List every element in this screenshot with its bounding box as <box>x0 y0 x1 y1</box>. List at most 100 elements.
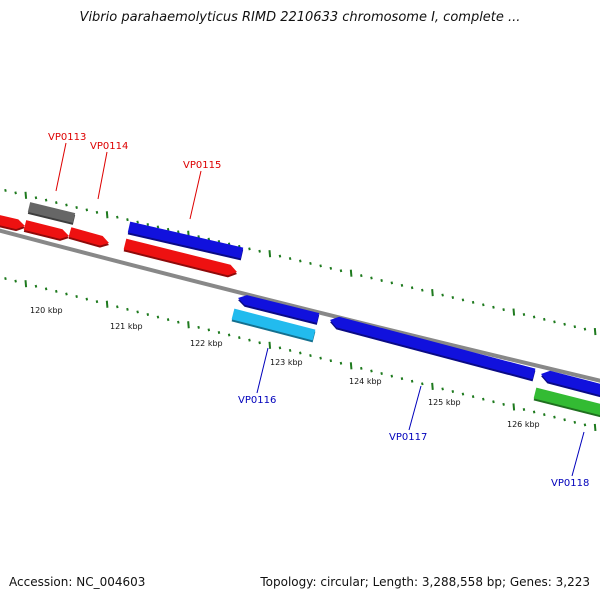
leader-line-vp0115 <box>189 170 202 220</box>
tick-minor <box>75 295 78 299</box>
tick-major <box>349 362 353 370</box>
tick-minor <box>126 218 129 222</box>
feature-cyan-vp0116-body <box>231 308 316 341</box>
tick-minor <box>329 266 333 270</box>
tick-minor <box>461 392 465 396</box>
feature-red-3[interactable] <box>68 227 109 248</box>
tick-minor <box>573 420 577 424</box>
tick-minor <box>177 230 180 234</box>
tick-minor <box>44 198 48 202</box>
gene-label-vp0113[interactable]: VP0113 <box>48 132 86 143</box>
tick-minor <box>319 356 322 360</box>
tick-major <box>431 382 434 390</box>
tick-minor <box>553 320 556 324</box>
kbp-label: 124 kbp <box>349 377 382 386</box>
feature-blue-vp0115-body <box>127 221 244 259</box>
tick-minor <box>329 359 333 363</box>
tick-minor <box>4 188 7 192</box>
tick-minor <box>370 369 373 373</box>
tick-minor <box>319 264 322 268</box>
feature-red-3-body <box>68 227 109 246</box>
tick-track-lower <box>4 277 597 432</box>
tick-minor <box>543 317 546 321</box>
tick-minor <box>421 288 424 292</box>
tick-minor <box>522 407 526 411</box>
tick-minor <box>146 223 150 226</box>
tick-minor <box>461 298 465 302</box>
tick-minor <box>309 261 312 265</box>
gene-label-vp0118[interactable]: VP0118 <box>551 478 589 489</box>
feature-blue-vp0117[interactable] <box>330 316 536 382</box>
gene-label-vp0115[interactable]: VP0115 <box>183 160 221 171</box>
feature-blue-vp0115[interactable] <box>127 221 244 261</box>
tick-minor <box>126 307 129 311</box>
tick-minor <box>116 305 119 309</box>
tick-minor <box>482 303 485 307</box>
feature-blue-vp0118[interactable] <box>541 370 600 400</box>
tick-minor <box>451 390 455 393</box>
tick-minor <box>258 341 261 345</box>
tick-minor <box>482 397 485 401</box>
kbp-label: 120 kbp <box>30 306 63 315</box>
kbp-label: 125 kbp <box>428 398 461 407</box>
tick-minor <box>563 418 566 422</box>
topology-summary: Topology: circular; Length: 3,288,558 bp… <box>260 575 590 589</box>
feature-red-1-body <box>0 215 25 230</box>
tick-minor <box>471 395 475 399</box>
feature-red-2[interactable] <box>23 220 69 241</box>
gene-label-vp0116[interactable]: VP0116 <box>238 395 276 406</box>
leader-line-vp0114 <box>97 151 108 200</box>
tick-major <box>105 300 109 308</box>
leader-lines <box>55 142 585 477</box>
tick-major <box>512 308 516 316</box>
tick-minor <box>522 313 526 317</box>
gene-label-layer: VP0113 VP0114 VP0115 VP0116 VP0117 VP011… <box>48 132 589 489</box>
tick-major <box>431 289 434 297</box>
feature-blue-vp0116[interactable] <box>238 295 320 325</box>
tick-major <box>105 211 109 219</box>
leader-line-vp0113 <box>55 142 67 192</box>
tick-major <box>349 269 353 277</box>
tick-minor <box>380 372 383 376</box>
gene-label-vp0114[interactable]: VP0114 <box>90 141 128 152</box>
tick-minor <box>583 327 587 331</box>
tick-minor <box>227 333 231 337</box>
tick-minor <box>44 287 48 291</box>
feature-cyan-vp0116[interactable] <box>231 308 316 343</box>
tick-minor <box>248 247 251 251</box>
tick-minor <box>410 379 414 383</box>
kbp-label-layer: 120 kbp 121 kbp 122 kbp 123 kbp 124 kbp … <box>30 306 540 429</box>
tick-minor <box>288 348 292 352</box>
tick-minor <box>14 279 17 283</box>
feature-green-vp0118[interactable] <box>533 387 600 420</box>
feature-grey[interactable] <box>27 202 76 225</box>
leader-line-vp0118 <box>571 431 585 477</box>
tick-minor <box>166 318 170 322</box>
kbp-label: 121 kbp <box>110 322 143 331</box>
tick-minor <box>136 310 139 314</box>
kbp-label: 123 kbp <box>270 358 303 367</box>
kbp-label: 126 kbp <box>507 420 540 429</box>
tick-minor <box>543 413 546 417</box>
tick-minor <box>502 402 505 406</box>
tick-minor <box>166 227 170 231</box>
tick-minor <box>390 374 394 378</box>
tick-minor <box>34 284 38 288</box>
gene-label-vp0117[interactable]: VP0117 <box>389 432 427 443</box>
tick-minor <box>258 249 261 253</box>
tick-minor <box>95 300 99 304</box>
tick-minor <box>563 322 566 326</box>
tick-minor <box>410 286 414 290</box>
tick-minor <box>238 336 241 340</box>
tick-minor <box>532 315 536 319</box>
feature-red-1[interactable] <box>0 213 25 232</box>
chromosome-backbone <box>0 228 600 383</box>
tick-minor <box>34 196 38 200</box>
tick-minor <box>360 274 363 278</box>
tick-minor <box>299 351 302 355</box>
tick-minor <box>248 338 251 342</box>
feature-red-vp0115[interactable] <box>123 238 237 278</box>
tick-major <box>187 321 190 329</box>
tick-minor <box>85 208 89 212</box>
